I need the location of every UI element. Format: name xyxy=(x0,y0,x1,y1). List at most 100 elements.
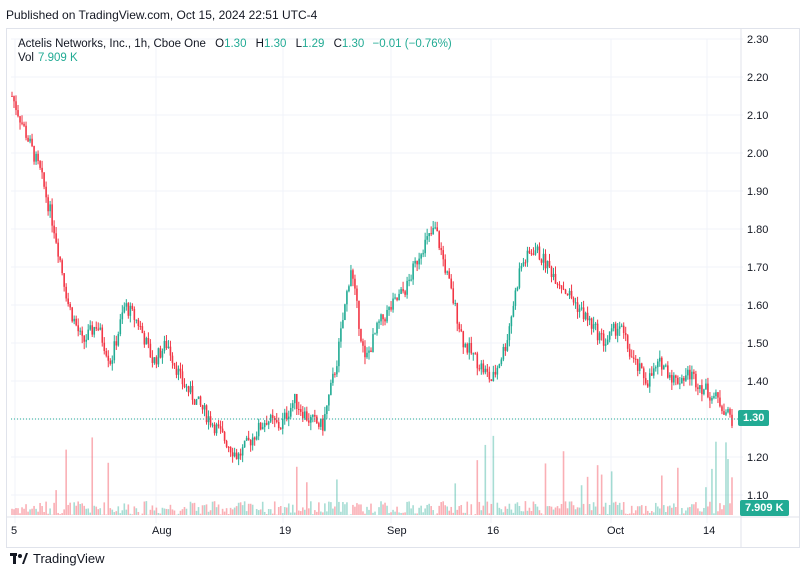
candle-body xyxy=(211,424,214,426)
volume-bar xyxy=(113,512,116,515)
candle-body xyxy=(408,279,410,281)
volume-bar xyxy=(171,509,174,515)
candle-body xyxy=(436,227,438,232)
candle-body xyxy=(590,318,593,329)
candle-body xyxy=(656,361,659,368)
volume-bar xyxy=(574,509,577,515)
volume-bar xyxy=(300,511,302,515)
volume-bar xyxy=(412,505,414,515)
candle-body xyxy=(302,411,304,419)
price-chart-svg[interactable]: 2.30 2.20 2.10 2.00 1.90 1.80 1.70 1.60 1.50 1.40… xyxy=(7,29,799,547)
candle-body xyxy=(111,360,114,364)
candle-body xyxy=(71,307,73,322)
footer-brand[interactable]: TradingView xyxy=(10,551,105,566)
candle-body xyxy=(145,337,148,345)
volume-bar xyxy=(79,503,81,515)
candle-body xyxy=(550,266,553,278)
volume-bar xyxy=(482,505,485,515)
candle-body xyxy=(199,396,202,406)
candle-body xyxy=(713,396,715,398)
candle-body xyxy=(482,363,485,373)
legend-change-value: −0.01 (−0.76%) xyxy=(372,38,452,50)
volume-bar xyxy=(486,501,489,515)
candle-body xyxy=(608,331,611,340)
candle-body xyxy=(287,416,290,420)
candle-body xyxy=(534,250,537,255)
volume-bar xyxy=(215,507,218,515)
candle-body xyxy=(59,256,61,261)
candle-body xyxy=(289,407,292,417)
candle-body xyxy=(324,413,326,431)
candle-body xyxy=(663,365,665,370)
chart-area[interactable]: 2.30 2.20 2.10 2.00 1.90 1.80 1.70 1.60 1.50 1.40… xyxy=(6,28,800,548)
volume-bar xyxy=(701,511,703,515)
candle-body xyxy=(49,204,51,212)
candle-body xyxy=(19,116,21,123)
volume-bar xyxy=(558,508,561,515)
candle-body xyxy=(314,415,316,417)
volume-bar xyxy=(199,513,202,515)
volume-bar xyxy=(346,502,348,515)
volume-bar xyxy=(271,513,274,515)
volume-bar xyxy=(418,507,420,515)
volume-bar xyxy=(689,506,691,515)
candle-body xyxy=(29,138,31,142)
candle-body xyxy=(518,268,521,288)
volume-bar xyxy=(665,512,667,515)
volume-bar xyxy=(81,503,83,515)
candle-body xyxy=(213,424,216,434)
candle-body xyxy=(661,357,663,370)
candle-body xyxy=(528,250,531,254)
candle-body xyxy=(304,411,306,419)
volume-bar xyxy=(590,510,593,515)
volume-bar xyxy=(267,508,270,515)
volume-bar xyxy=(334,506,336,515)
volume-bar xyxy=(624,513,627,515)
volume-bar xyxy=(430,506,432,515)
volume-bar xyxy=(532,501,535,515)
volume-bar xyxy=(512,512,515,515)
volume-bar xyxy=(582,503,585,515)
candle-body xyxy=(139,325,142,327)
candle-body xyxy=(283,412,286,419)
volume-bar xyxy=(183,506,186,515)
candle-body xyxy=(368,350,370,353)
volume-bar xyxy=(414,513,416,515)
candle-body xyxy=(352,270,354,279)
volume-bar xyxy=(322,512,324,515)
volume-bar xyxy=(95,506,98,515)
volume-bar xyxy=(480,510,483,515)
candle-body xyxy=(320,418,322,427)
candle-body xyxy=(687,369,689,376)
candle-body xyxy=(729,409,731,415)
candle-body xyxy=(81,330,83,336)
volume-bar xyxy=(476,460,479,515)
candle-body xyxy=(717,392,719,398)
y-tick-label: 1.50 xyxy=(747,338,768,350)
volume-bar xyxy=(197,507,200,515)
candle-body xyxy=(600,333,603,335)
candle-body xyxy=(390,307,392,310)
candle-body xyxy=(372,334,374,353)
candle-body xyxy=(47,197,49,212)
volume-bar xyxy=(586,476,589,515)
candle-body xyxy=(342,320,344,329)
volume-bar xyxy=(318,502,320,515)
volume-bar xyxy=(518,505,521,515)
volume-bar xyxy=(117,506,120,515)
volume-bar xyxy=(37,511,39,515)
candle-body xyxy=(87,329,90,340)
volume-bar xyxy=(378,507,380,515)
volume-bar xyxy=(416,513,418,515)
candle-body xyxy=(65,286,67,299)
candle-body xyxy=(667,365,669,378)
volume-bar xyxy=(45,501,47,515)
volume-bar xyxy=(638,506,641,515)
volume-bar xyxy=(516,502,519,515)
volume-bar xyxy=(269,509,272,515)
candle-body xyxy=(33,146,35,162)
candle-body xyxy=(233,452,236,457)
candle-body xyxy=(596,323,599,341)
candle-body xyxy=(312,415,314,417)
volume-bar xyxy=(520,511,523,515)
